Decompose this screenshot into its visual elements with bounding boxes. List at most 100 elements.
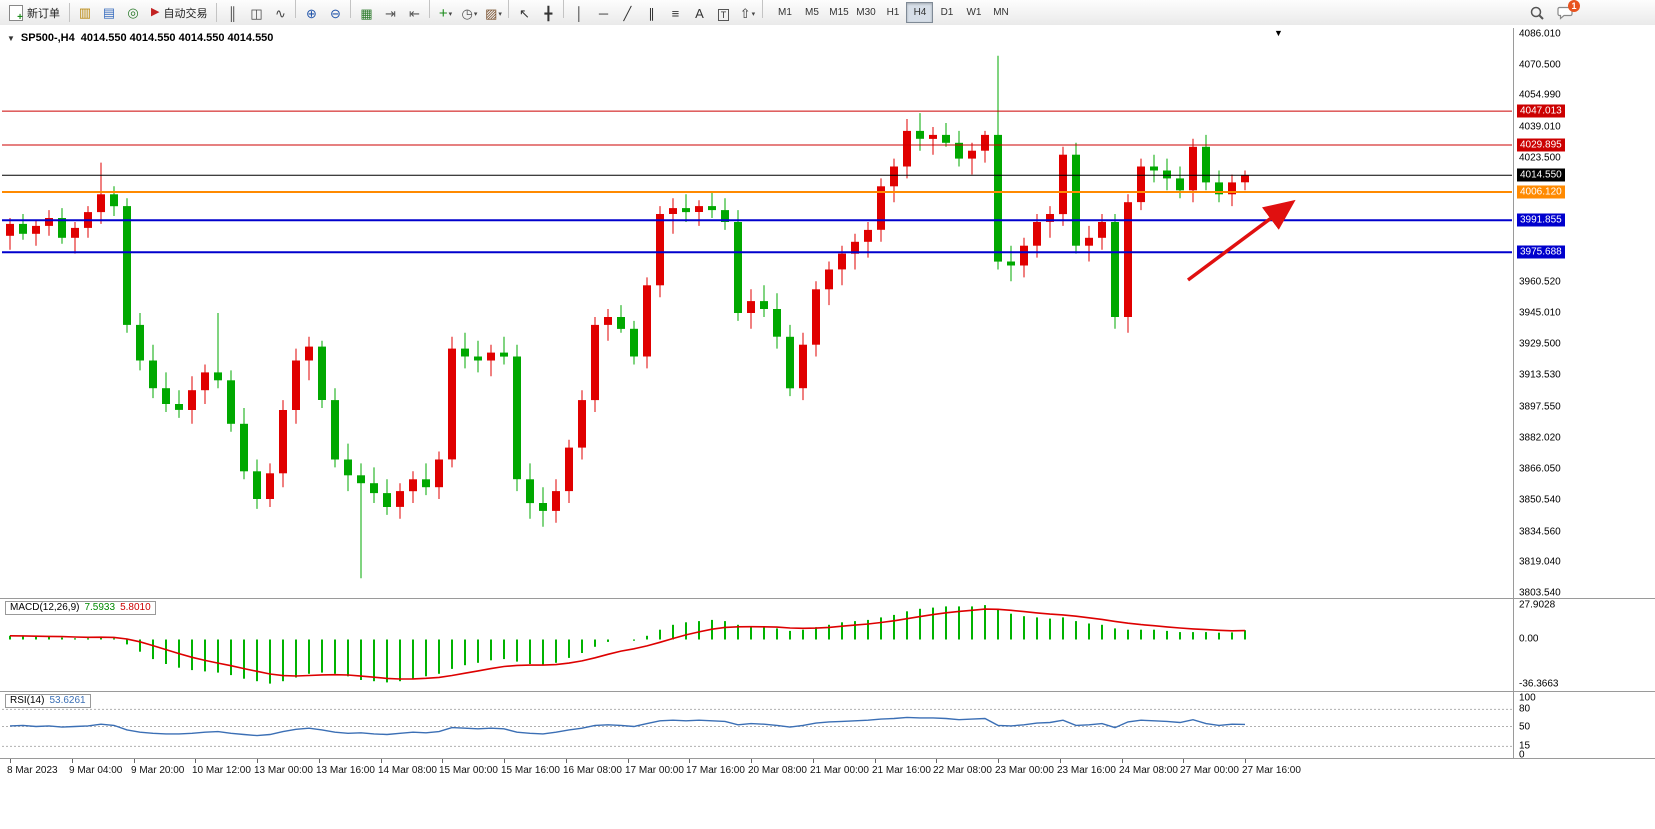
fibonacci-button[interactable]: ≡ [664, 3, 686, 24]
candlestick-chart-button[interactable]: ◫ [245, 3, 267, 24]
price-tick-label: 3866.050 [1519, 463, 1561, 475]
data-window-icon: ▤ [102, 5, 116, 20]
equidistant-channel-button[interactable]: ∥ [640, 3, 662, 24]
time-tick [689, 759, 690, 763]
time-tick [628, 759, 629, 763]
pane-separator[interactable] [0, 691, 1655, 692]
bar-chart-button[interactable]: ║ [221, 3, 243, 24]
timeframe-M15[interactable]: M15 [829, 7, 849, 18]
trendline-button[interactable]: ╱ [616, 3, 638, 24]
one-click-trading-toggle[interactable]: ▼ [7, 33, 15, 43]
rsi-canvas[interactable] [2, 692, 1512, 758]
chart-title: ▼ SP500-,H4 4014.550 4014.550 4014.550 4… [7, 32, 273, 44]
toolbar-right-group: 1 [1525, 0, 1580, 23]
dropdown-caret-icon: ▾ [751, 10, 756, 18]
crosshair-button[interactable]: ╋ [537, 3, 559, 24]
auto-trading-icon: ▶ [151, 6, 160, 18]
timeframe-H4[interactable]: H4 [906, 2, 934, 23]
periods-button[interactable]: ◷ ▾ [458, 3, 480, 24]
rsi-indicator-name: RSI(14) [10, 695, 45, 706]
horizontal-line-icon: ─ [598, 6, 609, 22]
chart-shift-marker[interactable]: ▼ [1274, 28, 1283, 38]
price-axis[interactable]: 4086.010 4070.500 4054.990 4039.010 4023.500… [1516, 28, 1655, 599]
price-line-badge: 3991.855 [1517, 213, 1565, 227]
time-tick [72, 759, 73, 763]
macd-axis[interactable]: 27.9028 0.00 -36.3663 [1516, 599, 1655, 691]
time-axis-label: 21 Mar 00:00 [810, 765, 869, 776]
auto-scroll-button[interactable]: ⇥ [379, 3, 401, 24]
timeframe-W1[interactable]: W1 [966, 7, 982, 18]
horizontal-line-button[interactable]: ─ [592, 3, 614, 24]
macd-pane[interactable]: MACD(12,26,9) 7.5933 5.8010 [2, 599, 1512, 691]
data-window-button[interactable]: ▤ [98, 2, 120, 23]
indicators-button[interactable]: + ▾ [434, 3, 456, 24]
search-button[interactable] [1526, 2, 1548, 23]
toolbar-left-icon-group: ▥ ▤ ◎ [73, 2, 145, 23]
candlestick-chart-icon: ◫ [250, 6, 263, 22]
timeframe-M5[interactable]: M5 [805, 7, 819, 18]
new-order-button[interactable]: 新订单 [4, 2, 65, 23]
time-axis-label: 23 Mar 16:00 [1057, 765, 1116, 776]
timeframe-H1[interactable]: H1 [886, 7, 900, 18]
price-tick-label: 4070.500 [1519, 59, 1561, 71]
price-chart-pane[interactable]: ▼ SP500-,H4 4014.550 4014.550 4014.550 4… [2, 28, 1512, 598]
macd-label[interactable]: MACD(12,26,9) 7.5933 5.8010 [5, 601, 156, 615]
chart-symbol-period: SP500-,H4 [20, 32, 75, 44]
rsi-pane[interactable]: RSI(14) 53.6261 [2, 692, 1512, 758]
line-chart-button[interactable]: ∿ [269, 3, 291, 24]
chart-shift-button[interactable]: ⇤ [403, 3, 425, 24]
toolbar-separator [216, 3, 218, 22]
rsi-axis[interactable]: 100 80 50 15 0 [1516, 692, 1655, 761]
zoom-out-button[interactable]: ⊖ [324, 3, 346, 24]
templates-icon: ▨ [485, 6, 498, 22]
timeframe-M1[interactable]: M1 [778, 7, 792, 18]
new-order-icon [9, 4, 23, 23]
dropdown-caret-icon: ▾ [498, 10, 502, 18]
text-button[interactable]: A [688, 3, 710, 24]
time-axis-label: 14 Mar 08:00 [378, 765, 437, 776]
text-icon: A [695, 6, 704, 22]
pane-separator[interactable] [0, 598, 1655, 599]
time-tick [1060, 759, 1061, 763]
time-tick [1245, 759, 1246, 763]
timeframe-M30[interactable]: M30 [856, 7, 876, 18]
price-tick-label: 3897.550 [1519, 401, 1561, 413]
vertical-line-button[interactable]: │ [568, 3, 590, 24]
time-axis-label: 24 Mar 08:00 [1119, 765, 1178, 776]
macd-canvas[interactable] [2, 599, 1512, 691]
timeframe-D1[interactable]: D1 [940, 7, 954, 18]
crosshair-icon: ╋ [544, 6, 553, 22]
price-tick-label: 3882.020 [1519, 432, 1561, 444]
rsi-scale-label: 50 [1519, 721, 1531, 733]
time-tick [751, 759, 752, 763]
rsi-scale-label: 0 [1519, 749, 1525, 761]
tile-windows-button[interactable]: ▦ [355, 3, 377, 24]
time-tick [319, 759, 320, 763]
auto-trading-label: 自动交易 [163, 7, 208, 20]
toolbar-separator [69, 3, 70, 22]
price-tick-label: 3819.040 [1519, 556, 1561, 568]
timeframe-MN[interactable]: MN [993, 7, 1009, 18]
time-axis-label: 21 Mar 16:00 [872, 765, 931, 776]
time-axis-label: 20 Mar 08:00 [748, 765, 807, 776]
navigator-button[interactable]: ◎ [122, 2, 144, 23]
text-label-button[interactable]: T [712, 5, 734, 26]
market-watch-button[interactable]: ▥ [74, 2, 96, 23]
price-tick-label: 3850.540 [1519, 494, 1561, 506]
price-tick-label: 3834.560 [1519, 526, 1561, 538]
search-icon [1530, 6, 1544, 20]
dropdown-caret-icon: ▾ [448, 10, 453, 18]
auto-trading-button[interactable]: ▶ 自动交易 [146, 2, 212, 23]
zoom-in-button[interactable]: ⊕ [300, 3, 322, 24]
cursor-button[interactable]: ↖ [513, 3, 535, 24]
templates-button[interactable]: ▨ ▾ [482, 3, 504, 24]
time-tick [813, 759, 814, 763]
rsi-label[interactable]: RSI(14) 53.6261 [5, 694, 91, 708]
time-axis[interactable]: 8 Mar 2023 9 Mar 04:00 9 Mar 20:00 10 Mar 1… [2, 759, 1655, 783]
price-chart-canvas[interactable] [2, 28, 1512, 598]
notifications-button[interactable]: 1 [1554, 0, 1580, 23]
rsi-scale-label: 80 [1519, 703, 1531, 715]
new-order-label: 新订单 [27, 7, 60, 20]
time-tick [1122, 759, 1123, 763]
arrows-button[interactable]: ⇧ ▾ [736, 3, 758, 24]
